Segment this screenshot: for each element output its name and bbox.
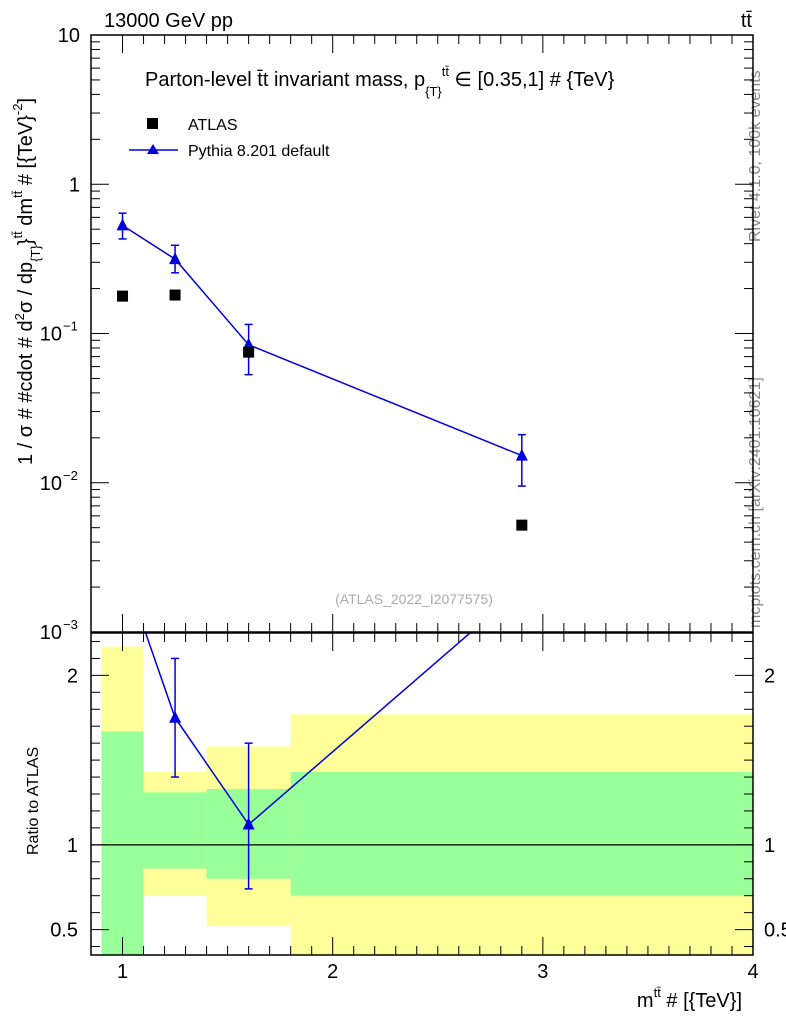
main-y-tick-label: 10 xyxy=(58,25,80,47)
legend-pythia-marker xyxy=(147,144,159,154)
main-y-tick-label: 1 xyxy=(69,174,80,196)
atlas-point xyxy=(243,346,255,358)
main-y-tick-label: 10 xyxy=(40,622,62,644)
ratio-y-tick-label-left: 1 xyxy=(67,835,78,857)
ratio-pythia-point xyxy=(169,710,182,723)
ratio-y-tick-label-left: 0.5 xyxy=(50,920,78,942)
pythia-point xyxy=(515,448,528,461)
main-y-tick-exponent: −1 xyxy=(63,319,78,334)
legend: ATLAS Pythia 8.201 default xyxy=(129,117,330,160)
ratio-y-tick-label-left: 2 xyxy=(67,665,78,687)
ratio-panel: 0.5 0.5 1 1 2 2 1 2 3 4 Ratio to ATLAS mtt̄ # [{… xyxy=(25,632,786,1012)
x-axis-label: mtt̄ # [{TeV}] xyxy=(637,985,742,1012)
x-tick-label: 4 xyxy=(747,961,758,983)
ratio-y-axis-label: Ratio to ATLAS xyxy=(25,747,42,855)
ratio-band-inner xyxy=(143,792,207,869)
pythia-point xyxy=(116,218,129,231)
pythia-line xyxy=(122,224,523,457)
atlas-point xyxy=(169,289,181,301)
ratio-band-inner xyxy=(101,731,144,955)
rivet-version-label: Rivet 4.1.0, 100k events xyxy=(747,70,764,242)
ratio-pythia-point xyxy=(242,817,255,830)
x-tick-label: 1 xyxy=(117,961,128,983)
ratio-y-tick-label-right: 2 xyxy=(764,665,775,687)
mcplots-label: mcplots.cern.ch [arXiv:2401.10621] xyxy=(747,377,764,628)
main-y-axis-label: 1 / σ # #cdot # d2σ / dp{T}}tt̄ dmtt̄ # … xyxy=(10,98,43,465)
chart-title: Parton-level t̄t invariant mass, p{T}tt̄… xyxy=(145,64,615,99)
atlas-point xyxy=(117,290,129,302)
main-y-tick-exponent: −2 xyxy=(63,468,78,483)
x-tick-label: 2 xyxy=(327,961,338,983)
ratio-pythia-line xyxy=(144,633,472,826)
analysis-watermark: (ATLAS_2022_I2077575) xyxy=(335,591,493,607)
process-label: tt̄ xyxy=(741,10,753,32)
ratio-y-tick-label-right: 0.5 xyxy=(764,920,786,942)
legend-atlas-label: ATLAS xyxy=(188,117,238,134)
x-tick-label: 3 xyxy=(537,961,548,983)
legend-pythia-label: Pythia 8.201 default xyxy=(188,143,330,160)
main-y-tick-label: 10 xyxy=(40,473,62,495)
ratio-y-tick-label-right: 1 xyxy=(764,835,775,857)
energy-label: 13000 GeV pp xyxy=(104,10,233,32)
atlas-point xyxy=(516,519,528,531)
main-y-tick-exponent: −3 xyxy=(63,617,78,632)
legend-atlas-marker xyxy=(147,118,158,129)
pythia-point xyxy=(169,252,182,265)
ratio-band-inner xyxy=(290,771,753,896)
main-y-tick-label: 10 xyxy=(40,324,62,346)
